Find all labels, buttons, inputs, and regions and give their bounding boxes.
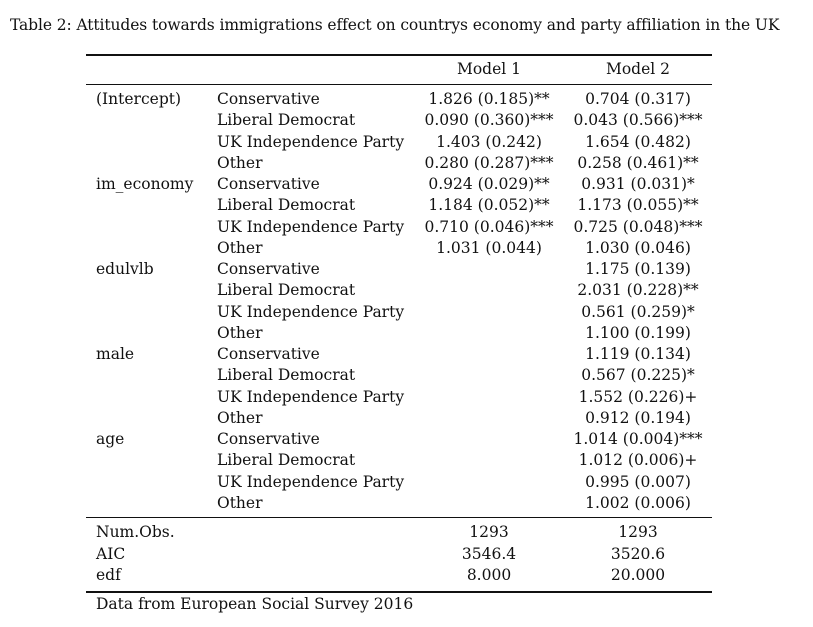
header-model1: Model 1 — [456, 60, 522, 78]
table-caption: Table 2: Attitudes towards immigrations … — [10, 16, 780, 34]
table-row: Liberal Democrat 1.012 (0.006)+ — [86, 450, 712, 471]
row-variable: age — [96, 430, 125, 448]
cell-model2: 0.704 (0.317) — [585, 90, 691, 108]
row-party: Liberal Democrat — [217, 196, 356, 215]
table-row: UK Independence Party 0.561 (0.259)* — [86, 302, 712, 323]
cell-model2: 1.654 (0.482) — [585, 132, 691, 151]
row-party: Liberal Democrat — [217, 451, 356, 470]
cell-model2: 1.100 (0.199) — [585, 323, 691, 342]
table-row: im_economy Conservative 0.924 (0.029)** 0.9… — [86, 174, 712, 195]
row-party: Other — [217, 238, 263, 257]
stat-label: edf — [96, 566, 121, 584]
row-party: Liberal Democrat — [217, 366, 356, 385]
table-row: Liberal Democrat 0.567 (0.225)* — [86, 365, 712, 386]
cell-model2: 0.912 (0.194) — [585, 408, 691, 427]
stat-model2: 20.000 — [610, 566, 666, 584]
header-model2: Model 2 — [605, 60, 671, 78]
row-variable: im_economy — [96, 175, 194, 193]
row-party: UK Independence Party — [217, 302, 405, 321]
stat-model1: 1293 — [469, 523, 509, 541]
cell-model2: 1.030 (0.046) — [585, 238, 691, 257]
row-party: Conservative — [217, 345, 320, 363]
cell-model2: 1.552 (0.226)+ — [578, 387, 698, 406]
row-party: UK Independence Party — [217, 472, 405, 491]
cell-model2: 1.002 (0.006) — [585, 493, 691, 512]
cell-model2: 0.043 (0.566)*** — [573, 111, 703, 130]
table-row: Other 1.002 (0.006) — [86, 493, 712, 514]
row-party: Conservative — [217, 90, 320, 108]
table-row: UK Independence Party 1.403 (0.242) 1.654 … — [86, 132, 712, 153]
table-row: Other 0.912 (0.194) — [86, 408, 712, 429]
table-row: (Intercept) Conservative 1.826 (0.185)** 0.… — [86, 89, 712, 110]
table-row: UK Independence Party 1.552 (0.226)+ — [86, 387, 712, 408]
table-row: male Conservative 1.119 (0.134) — [86, 344, 712, 365]
cell-model2: 0.931 (0.031)* — [581, 175, 695, 193]
cell-model1: 1.403 (0.242) — [436, 132, 542, 151]
stats-row: edf 8.000 20.000 — [86, 565, 712, 586]
cell-model1: 0.090 (0.360)*** — [424, 111, 554, 130]
header-row: Model 1 Model 2 — [86, 59, 712, 80]
row-party: UK Independence Party — [217, 387, 405, 406]
row-party: Conservative — [217, 175, 320, 193]
row-party: Other — [217, 408, 263, 427]
cell-model2: 0.258 (0.461)** — [577, 153, 699, 172]
table-row: Other 1.031 (0.044) 1.030 (0.046) — [86, 238, 712, 259]
table-row: UK Independence Party 0.995 (0.007) — [86, 472, 712, 493]
cell-model1: 1.031 (0.044) — [436, 238, 542, 257]
row-party: Conservative — [217, 260, 320, 278]
stat-label: Num.Obs. — [96, 523, 175, 541]
cell-model1: 0.924 (0.029)** — [428, 175, 550, 193]
header-rule — [86, 84, 712, 85]
cell-model2: 1.012 (0.006)+ — [578, 451, 698, 470]
cell-model2: 1.173 (0.055)** — [577, 196, 699, 215]
row-party: Other — [217, 323, 263, 342]
table-note: Data from European Social Survey 2016 — [96, 595, 414, 613]
cell-model1: 0.710 (0.046)*** — [424, 217, 554, 236]
table-row: Liberal Democrat 0.090 (0.360)*** 0.043 (0… — [86, 110, 712, 131]
row-party: Liberal Democrat — [217, 281, 356, 300]
table-row: UK Independence Party 0.710 (0.046)*** 0.7… — [86, 217, 712, 238]
stat-model2: 3520.6 — [610, 544, 666, 563]
cell-model1: 0.280 (0.287)*** — [424, 153, 554, 172]
cell-model2: 0.561 (0.259)* — [581, 302, 695, 321]
cell-model2: 0.725 (0.048)*** — [573, 217, 703, 236]
table-row: Other 1.100 (0.199) — [86, 323, 712, 344]
stats-rule — [86, 517, 712, 518]
stat-model1: 8.000 — [466, 566, 512, 584]
stats-row: Num.Obs. 1293 1293 — [86, 522, 712, 543]
stat-model1: 3546.4 — [461, 544, 517, 563]
cell-model2: 1.014 (0.004)*** — [573, 430, 703, 448]
row-variable: (Intercept) — [96, 90, 182, 108]
row-variable: edulvlb — [96, 260, 154, 278]
cell-model1: 1.826 (0.185)** — [428, 90, 550, 108]
table-row: Other 0.280 (0.287)*** 0.258 (0.461)** — [86, 153, 712, 174]
row-variable: male — [96, 345, 135, 363]
table-row: edulvlb Conservative 1.175 (0.139) — [86, 259, 712, 280]
row-party: Other — [217, 493, 263, 512]
table-row: Liberal Democrat 2.031 (0.228)** — [86, 280, 712, 301]
table-row: age Conservative 1.014 (0.004)*** — [86, 429, 712, 450]
row-party: Conservative — [217, 430, 320, 448]
cell-model2: 0.995 (0.007) — [585, 472, 691, 491]
cell-model2: 0.567 (0.225)* — [581, 366, 695, 385]
row-party: Liberal Democrat — [217, 111, 356, 130]
top-rule — [86, 54, 712, 56]
row-party: UK Independence Party — [217, 217, 405, 236]
cell-model2: 2.031 (0.228)** — [577, 281, 699, 300]
cell-model2: 1.175 (0.139) — [585, 260, 691, 278]
stat-label: AIC — [96, 544, 126, 563]
cell-model2: 1.119 (0.134) — [585, 345, 691, 363]
stats-row: AIC 3546.4 3520.6 — [86, 544, 712, 565]
stat-model2: 1293 — [618, 523, 658, 541]
bottom-rule — [86, 591, 712, 593]
table-row: Liberal Democrat 1.184 (0.052)** 1.173 (0.… — [86, 195, 712, 216]
row-party: UK Independence Party — [217, 132, 405, 151]
cell-model1: 1.184 (0.052)** — [428, 196, 550, 215]
row-party: Other — [217, 153, 263, 172]
